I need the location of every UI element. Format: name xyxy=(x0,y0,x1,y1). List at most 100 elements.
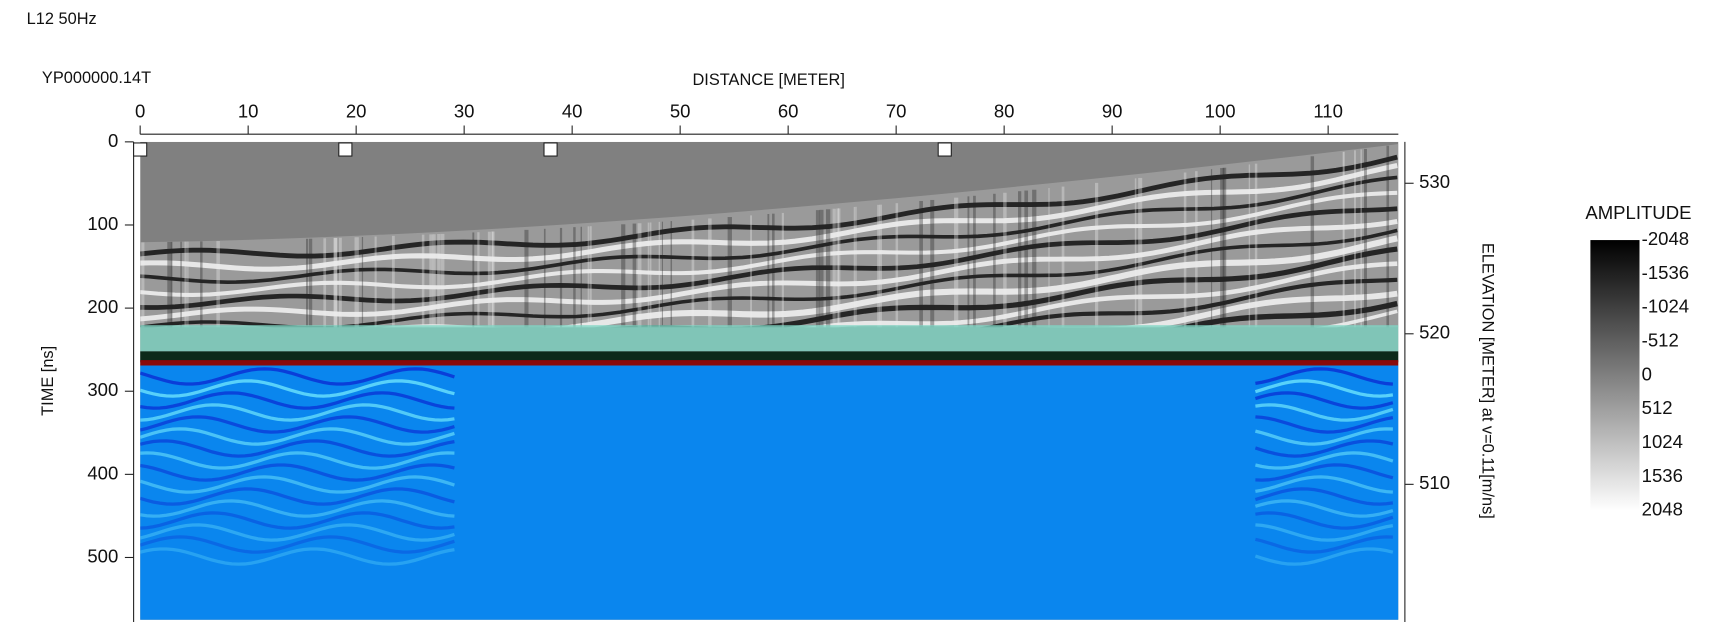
y-axis-label: TIME [ns] xyxy=(39,346,57,416)
colorbar-tick-label: -1536 xyxy=(1642,262,1689,283)
y-tick-label: 200 xyxy=(87,296,118,317)
blue-reflection xyxy=(140,523,455,542)
blue-reflection xyxy=(1255,403,1394,422)
trace-streak xyxy=(632,223,637,328)
trace-streak xyxy=(170,241,173,328)
blue-reflection xyxy=(140,487,455,506)
trace-streak xyxy=(973,195,976,328)
trace-streak xyxy=(472,232,475,328)
trace-streak xyxy=(306,238,308,328)
y-tick-label: 0 xyxy=(108,130,118,151)
colorbar-tick-label: -2048 xyxy=(1642,228,1689,249)
colorbar-tick-label: -512 xyxy=(1642,329,1679,350)
trace-streak xyxy=(440,233,445,328)
trace-streak xyxy=(708,218,712,328)
blue-reflection xyxy=(1254,547,1394,566)
trace-streak xyxy=(815,210,820,328)
blue-reflection xyxy=(1254,439,1394,458)
x-tick-label: 30 xyxy=(454,100,475,121)
trace-streak xyxy=(1048,188,1050,328)
trace-streak xyxy=(919,200,923,328)
blue-reflection xyxy=(140,391,455,410)
trace-streak xyxy=(853,206,856,328)
y-tick-label: 500 xyxy=(87,545,118,566)
trace-streak xyxy=(573,227,576,328)
trace-streak xyxy=(1360,149,1362,328)
blue-reflection xyxy=(1254,487,1394,506)
blue-reflection xyxy=(1254,391,1394,410)
trace-streak xyxy=(187,241,189,328)
trace-streak xyxy=(141,242,145,328)
trace-streak xyxy=(1353,150,1356,328)
trace-streak xyxy=(216,241,220,328)
trace-streak xyxy=(750,215,753,328)
trace-streak xyxy=(832,208,836,328)
trace-streak xyxy=(589,226,592,328)
trace-streak xyxy=(837,208,840,328)
trace-streak xyxy=(167,241,172,328)
reflection-band xyxy=(140,206,1398,310)
trace-streak xyxy=(487,231,491,328)
trace-streak xyxy=(727,217,732,328)
blue-reflection xyxy=(1255,451,1394,470)
trace-streak xyxy=(1024,190,1029,328)
blue-reflection xyxy=(140,511,455,530)
x-tick-label: 50 xyxy=(670,100,691,121)
trace-streak xyxy=(1032,189,1037,328)
trace-streak xyxy=(432,234,436,328)
y-tick-label: 300 xyxy=(87,379,118,400)
reflection-band xyxy=(140,290,1398,328)
trace-streak xyxy=(1386,145,1390,328)
x-tick-label: 0 xyxy=(135,100,145,121)
trace-streak xyxy=(767,214,770,328)
trace-streak xyxy=(491,231,494,328)
reflection-band xyxy=(140,235,1398,328)
colorbar xyxy=(1590,240,1640,511)
trace-streak xyxy=(580,226,582,328)
blue-reflection xyxy=(140,535,455,554)
reflection-band xyxy=(140,175,1398,285)
blue-reflection xyxy=(140,463,455,482)
y-tick-label: 100 xyxy=(87,213,118,234)
marker xyxy=(338,142,353,157)
trace-streak xyxy=(1134,178,1137,328)
trace-streak xyxy=(361,236,364,328)
trace-streak xyxy=(437,234,441,328)
trace-streak xyxy=(1061,186,1065,328)
marker xyxy=(133,142,148,157)
trace-streak xyxy=(477,232,480,328)
reflection-band xyxy=(140,277,1398,328)
trace-streak xyxy=(1210,169,1213,328)
blue-reflection xyxy=(1254,499,1394,518)
blue-reflection xyxy=(140,427,455,446)
trace-streak xyxy=(543,228,546,328)
trace-streak xyxy=(855,206,857,328)
trace-streak xyxy=(184,241,187,328)
marker xyxy=(937,142,952,157)
trace-streak xyxy=(836,208,841,328)
trace-streak xyxy=(930,199,935,328)
trace-streak xyxy=(1254,163,1258,328)
trace-streak xyxy=(1222,167,1227,328)
green-band xyxy=(140,325,1399,352)
blue-reflection xyxy=(1255,463,1394,482)
colorbar-tick-label: 512 xyxy=(1642,397,1673,418)
x-tick-label: 80 xyxy=(994,100,1015,121)
trace-streak xyxy=(429,234,434,328)
blue-reflection xyxy=(140,439,455,458)
trace-streak xyxy=(993,193,996,328)
file-name: YP000000.14T xyxy=(42,69,151,87)
trace-streak xyxy=(658,221,661,328)
blue-reflection xyxy=(1255,511,1394,530)
trace-streak xyxy=(825,209,831,328)
y-tick-label: 400 xyxy=(87,462,118,483)
blue-reflection xyxy=(1255,475,1394,494)
blue-reflections xyxy=(140,367,1394,566)
trace-streak xyxy=(637,223,642,328)
reflection-band xyxy=(140,154,1398,259)
blue-reflection xyxy=(140,547,455,566)
trace-streak xyxy=(1018,191,1022,328)
trace-streak xyxy=(374,236,377,328)
radargram xyxy=(140,141,1399,620)
